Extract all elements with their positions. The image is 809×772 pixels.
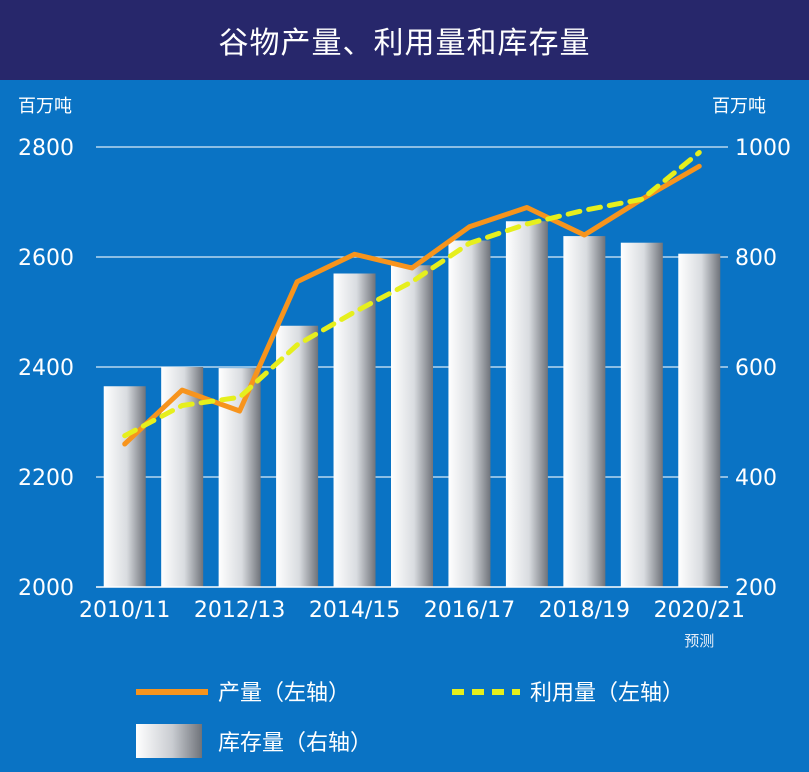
left-tick-label: 2800 <box>18 136 74 161</box>
x-tick-label: 2020/21 <box>654 598 745 623</box>
x-tick-label: 2012/13 <box>194 598 285 623</box>
legend-label-utilization: 利用量（左轴） <box>530 681 684 706</box>
left-tick-label: 2200 <box>18 466 74 491</box>
right-tick-label: 800 <box>735 246 777 271</box>
legend-label-stock: 库存量（右轴） <box>218 731 372 756</box>
bar-stock <box>161 367 204 587</box>
bar-stock <box>103 386 146 587</box>
right-tick-label: 600 <box>735 356 777 381</box>
bar-stock <box>391 265 433 587</box>
left-tick-label: 2600 <box>18 246 74 271</box>
left-tick-label: 2400 <box>18 356 74 381</box>
x-tick-label: 2016/17 <box>424 598 515 623</box>
bar-stock <box>505 221 548 587</box>
bar-stock <box>448 240 491 587</box>
right-tick-label: 400 <box>735 466 777 491</box>
right-tick-label: 200 <box>735 576 777 601</box>
bar-stock <box>678 253 721 587</box>
series-line-utilization <box>122 150 702 439</box>
x-tick-label: 2018/19 <box>539 598 630 623</box>
forecast-note: 预测 <box>684 632 714 650</box>
right-unit-label: 百万吨 <box>712 96 766 117</box>
title-bar: 谷物产量、利用量和库存量 <box>0 0 809 80</box>
left-unit-label: 百万吨 <box>18 96 72 117</box>
bar-stock <box>563 236 606 587</box>
bar-stock <box>333 273 376 587</box>
legend-swatch-stock <box>136 724 202 758</box>
x-tick-label: 2010/11 <box>79 598 170 623</box>
legend-label-production: 产量（左轴） <box>218 681 350 706</box>
chart-title: 谷物产量、利用量和库存量 <box>218 26 591 61</box>
bar-stock <box>276 325 319 587</box>
left-tick-label: 2000 <box>18 576 74 601</box>
right-tick-label: 1000 <box>735 136 791 161</box>
bar-stock <box>620 242 663 587</box>
x-tick-label: 2014/15 <box>309 598 400 623</box>
